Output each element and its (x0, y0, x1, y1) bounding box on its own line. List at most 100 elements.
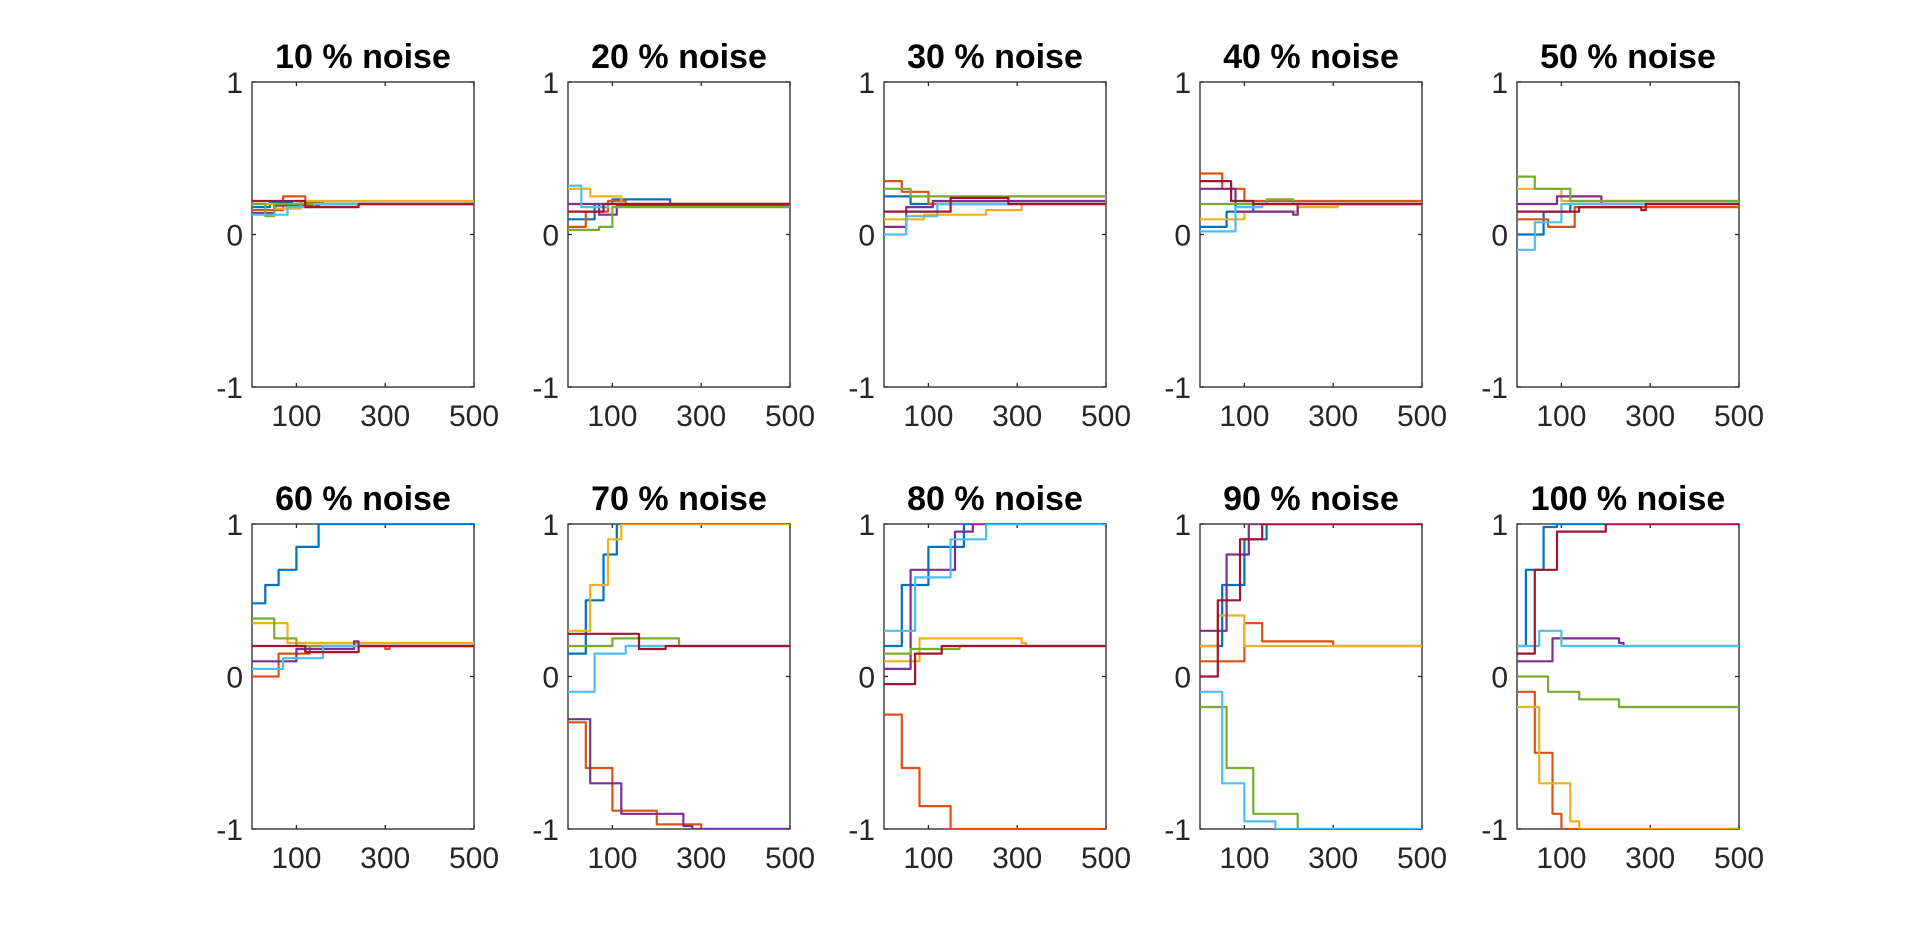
subplot-7: 70 % noise 100 300 500 -1 0 1 (532, 480, 815, 875)
axes-frame (1516, 81, 1740, 388)
y-tick-label: -1 (216, 372, 243, 405)
x-tick-label: 100 (1219, 400, 1269, 433)
x-tick-label: 300 (1308, 400, 1358, 433)
trace-line (252, 644, 474, 670)
trace-line (568, 202, 790, 216)
y-tick-label: 0 (858, 662, 875, 695)
y-tick-label: 1 (1491, 67, 1508, 100)
x-tick-label: 100 (271, 400, 321, 433)
axes-frame (1199, 523, 1423, 830)
trace-line (568, 721, 790, 829)
trace-line (1517, 175, 1739, 204)
trace-line (568, 632, 790, 651)
trace-line (568, 202, 790, 213)
trace-line (1200, 524, 1422, 648)
y-tick-label: -1 (1164, 814, 1191, 847)
x-tick-label: 100 (587, 400, 637, 433)
axes-frame (1516, 523, 1740, 830)
y-tick-label: -1 (848, 372, 875, 405)
subplot-4: 40 % noise 100 300 500 -1 0 1 (1164, 38, 1447, 433)
subplot-title: 40 % noise (1223, 38, 1399, 76)
trace-line (568, 204, 790, 231)
subplot-9: 90 % noise 100 300 500 -1 0 1 (1164, 480, 1447, 875)
x-tick-label: 300 (992, 400, 1042, 433)
trace-line (1517, 705, 1739, 829)
y-tick-label: 1 (1491, 509, 1508, 542)
x-tick-label: 500 (449, 842, 499, 875)
y-tick-label: 1 (858, 509, 875, 542)
axes-frame (883, 81, 1107, 388)
y-tick-label: -1 (532, 814, 559, 847)
x-tick-label: 500 (765, 400, 815, 433)
trace-line (1200, 524, 1422, 678)
y-tick-label: 0 (1174, 220, 1191, 253)
trace-line (884, 644, 1106, 686)
trace-line (252, 524, 474, 605)
trace-line (884, 196, 1106, 213)
y-tick-label: 0 (226, 662, 243, 695)
x-tick-label: 500 (1397, 842, 1447, 875)
y-tick-label: 0 (858, 220, 875, 253)
trace-group (568, 184, 790, 231)
subplot-6: 60 % noise 100 300 500 -1 0 1 (216, 480, 499, 875)
x-tick-label: 100 (1536, 400, 1586, 433)
y-tick-label: 0 (1491, 220, 1508, 253)
trace-line (1517, 202, 1739, 251)
subplot-5: 50 % noise 100 300 500 -1 0 1 (1481, 38, 1764, 433)
subplot-title: 70 % noise (591, 480, 767, 518)
trace-line (568, 718, 790, 829)
x-tick-label: 500 (1081, 842, 1131, 875)
y-tick-label: 1 (542, 67, 559, 100)
subplot-title: 50 % noise (1540, 38, 1716, 76)
x-tick-label: 100 (903, 400, 953, 433)
x-tick-label: 300 (1625, 400, 1675, 433)
x-tick-label: 100 (1536, 842, 1586, 875)
x-tick-label: 500 (1081, 400, 1131, 433)
y-tick-label: -1 (1164, 372, 1191, 405)
x-tick-label: 500 (765, 842, 815, 875)
axes-frame (251, 81, 475, 388)
trace-group (1517, 175, 1739, 251)
trace-line (1200, 524, 1422, 632)
x-tick-label: 300 (360, 842, 410, 875)
trace-group (252, 195, 474, 218)
trace-line (1517, 524, 1739, 648)
trace-group (1200, 172, 1422, 233)
x-tick-label: 100 (587, 842, 637, 875)
subplot-8: 80 % noise 100 300 500 -1 0 1 (848, 480, 1131, 875)
subplot-10: 100 % noise 100 300 500 -1 0 1 (1481, 480, 1764, 875)
x-tick-label: 300 (992, 842, 1042, 875)
y-tick-label: 0 (542, 662, 559, 695)
x-tick-label: 300 (676, 842, 726, 875)
subplot-2: 20 % noise 100 300 500 -1 0 1 (532, 38, 815, 433)
x-tick-label: 300 (1625, 842, 1675, 875)
trace-group (1200, 524, 1422, 829)
axes-frame (567, 81, 791, 388)
trace-line (1517, 675, 1739, 709)
trace-line (884, 524, 1106, 648)
x-tick-label: 500 (1714, 400, 1764, 433)
x-tick-label: 300 (676, 400, 726, 433)
trace-group (252, 524, 474, 678)
y-tick-label: 1 (226, 509, 243, 542)
subplot-title: 100 % noise (1531, 480, 1726, 518)
axes-frame (251, 523, 475, 830)
y-tick-label: 1 (1174, 67, 1191, 100)
trace-line (1200, 187, 1422, 216)
trace-line (1200, 705, 1422, 829)
subplot-1: 10 % noise 100 300 500 -1 0 1 (216, 38, 499, 433)
x-tick-label: 100 (903, 842, 953, 875)
trace-line (568, 644, 790, 693)
trace-line (568, 524, 790, 655)
trace-line (1517, 204, 1739, 228)
trace-line (1200, 180, 1422, 206)
x-tick-label: 500 (1397, 400, 1447, 433)
y-tick-label: 0 (226, 220, 243, 253)
trace-line (252, 202, 474, 216)
trace-line (568, 524, 790, 632)
trace-line (1200, 690, 1422, 829)
trace-line (252, 622, 474, 646)
y-tick-label: -1 (848, 814, 875, 847)
x-tick-label: 100 (1219, 842, 1269, 875)
